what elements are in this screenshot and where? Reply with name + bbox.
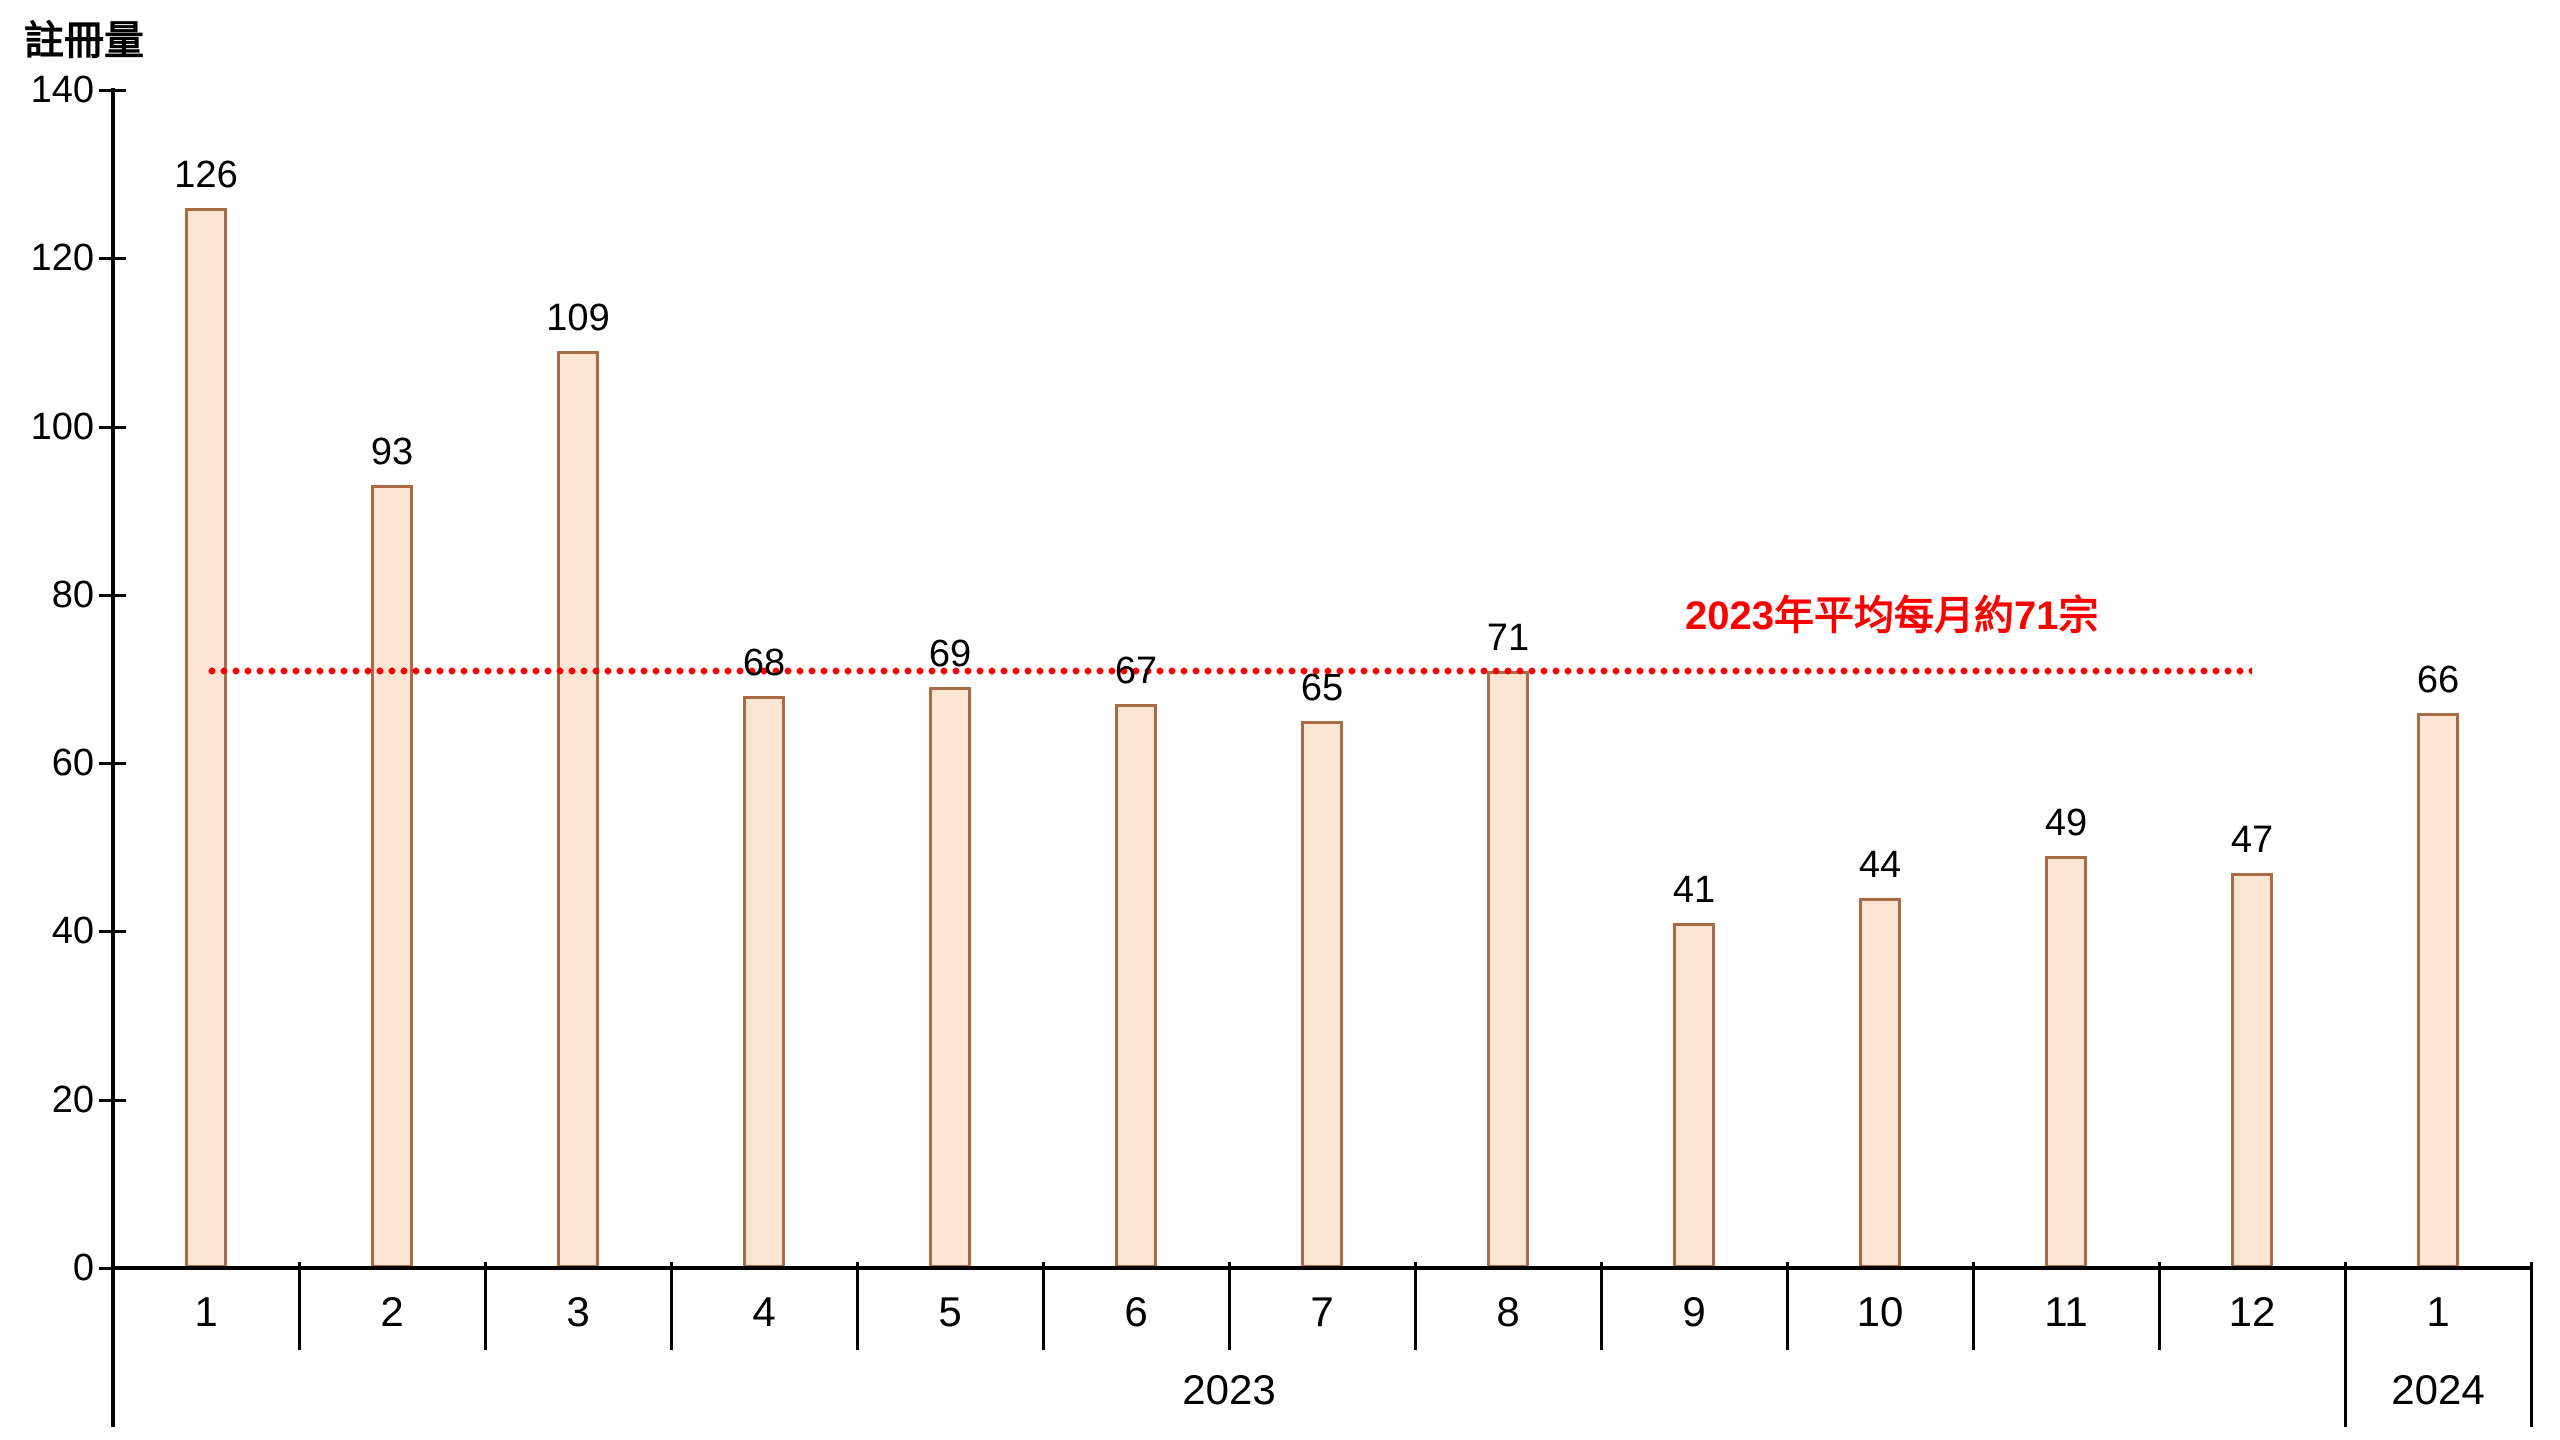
- bar-value-label: 47: [2230, 819, 2274, 861]
- bar-value-label: 44: [1858, 844, 1902, 886]
- category-separator: [1972, 1262, 1975, 1350]
- category-separator: [1042, 1262, 1045, 1350]
- bar-month-8: [1487, 671, 1529, 1268]
- bar-value-label: 41: [1672, 869, 1716, 911]
- y-tick-label: 60: [51, 742, 94, 784]
- month-label: 6: [1124, 1288, 1148, 1335]
- y-tick-label: 140: [30, 69, 94, 111]
- y-axis-title: 註冊量: [24, 19, 144, 63]
- y-tick-label: 20: [51, 1079, 94, 1121]
- month-label: 11: [2044, 1288, 2088, 1335]
- category-separator: [2158, 1262, 2161, 1350]
- average-line: [206, 667, 2252, 675]
- category-separator: [484, 1262, 487, 1350]
- y-tick: [99, 1099, 126, 1102]
- bar-month-4: [743, 696, 785, 1268]
- y-tick: [99, 594, 126, 597]
- bar-month-12: [2231, 873, 2273, 1268]
- bar-value-label: 68: [742, 642, 786, 684]
- x-axis-line: [111, 1266, 2533, 1270]
- average-line-label: 2023年平均每月約71宗: [1685, 594, 2099, 638]
- y-tick-label: 80: [51, 574, 94, 616]
- category-separator: [1786, 1262, 1789, 1350]
- bar-value-label: 93: [370, 431, 414, 473]
- y-tick-label: 40: [51, 910, 94, 952]
- y-tick: [99, 762, 126, 765]
- y-tick: [99, 257, 126, 260]
- month-label: 12: [2228, 1288, 2276, 1335]
- bar-value-label: 69: [928, 633, 972, 675]
- y-tick-label: 100: [30, 406, 94, 448]
- bar-month-9: [1673, 923, 1715, 1268]
- bar-month-1: [2417, 713, 2459, 1268]
- month-label: 5: [938, 1288, 962, 1335]
- bar-value-label: 49: [2044, 802, 2088, 844]
- month-label: 7: [1310, 1288, 1334, 1335]
- bar-month-10: [1859, 898, 1901, 1268]
- category-separator: [1414, 1262, 1417, 1350]
- bar-value-label: 66: [2416, 659, 2460, 701]
- bar-month-2: [371, 485, 413, 1268]
- bar-value-label: 65: [1300, 667, 1344, 709]
- y-tick: [99, 426, 126, 429]
- category-separator: [2344, 1262, 2347, 1427]
- month-label: 3: [566, 1288, 590, 1335]
- bar-month-6: [1115, 704, 1157, 1268]
- y-tick: [99, 930, 126, 933]
- month-label: 2: [380, 1288, 404, 1335]
- month-label: 1: [2426, 1288, 2450, 1335]
- bar-month-3: [557, 351, 599, 1268]
- month-label: 10: [1856, 1288, 1904, 1335]
- category-separator: [1228, 1262, 1231, 1350]
- month-label: 9: [1682, 1288, 1706, 1335]
- year-label-2024: 2024: [2391, 1366, 2485, 1413]
- category-separator: [2530, 1262, 2533, 1427]
- bar-value-label: 109: [546, 297, 610, 339]
- category-separator: [670, 1262, 673, 1350]
- y-axis-line: [111, 88, 115, 1427]
- bar-value-label: 71: [1486, 617, 1530, 659]
- category-separator: [856, 1262, 859, 1350]
- bar-month-7: [1301, 721, 1343, 1268]
- month-label: 4: [752, 1288, 776, 1335]
- bar-month-1: [185, 208, 227, 1268]
- category-separator: [1600, 1262, 1603, 1350]
- month-label: 8: [1496, 1288, 1520, 1335]
- year-label-2023: 2023: [1182, 1366, 1276, 1413]
- bar-month-5: [929, 687, 971, 1268]
- month-label: 1: [194, 1288, 218, 1335]
- bar-value-label: 67: [1114, 650, 1158, 692]
- y-tick-label: 0: [72, 1247, 94, 1289]
- y-tick-label: 120: [30, 237, 94, 279]
- bar-value-label: 126: [174, 154, 238, 196]
- y-tick: [99, 89, 126, 92]
- bar-month-11: [2045, 856, 2087, 1268]
- category-separator: [298, 1262, 301, 1350]
